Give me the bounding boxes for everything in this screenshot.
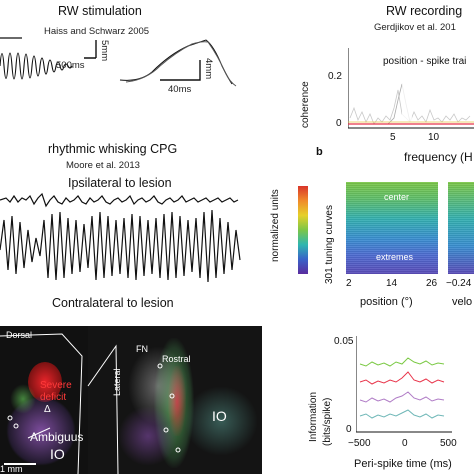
scale-label-5mm: 5mm — [99, 40, 110, 62]
velocity-xtick-neg: −0.24 — [446, 278, 472, 289]
cpg-traces — [0, 192, 241, 283]
tuning-heatmap-position — [346, 182, 438, 274]
anatomy-blob-teal — [184, 386, 258, 456]
coherence-ytick-0.2: 0.2 — [328, 71, 342, 82]
anatomy-marker — [13, 423, 19, 429]
scale-label-500ms: 500ms — [56, 60, 85, 71]
position-xtick-14: 14 — [386, 278, 398, 289]
coherence-ytick-0: 0 — [336, 118, 342, 129]
label-io-right: IO — [212, 408, 227, 424]
coherence-plot — [348, 48, 474, 129]
stimulus-curve-1 — [119, 39, 233, 85]
label-io-left: IO — [50, 446, 65, 462]
extremes-label: extremes — [376, 252, 414, 262]
info-axis — [356, 336, 452, 433]
lateral-outline — [87, 344, 119, 474]
info-ylabel-1: Information — [308, 391, 319, 442]
ambiguus-line — [27, 427, 51, 439]
info-xtick-neg500: −500 — [348, 438, 371, 449]
info-trace-purple — [359, 391, 445, 403]
label-delta: Δ — [44, 404, 51, 415]
info-ytick-0.05: 0.05 — [334, 336, 354, 347]
colorbar-label: normalized units — [270, 189, 281, 262]
whisker-oscillation-trace — [0, 52, 73, 80]
label-severe: Severe — [40, 380, 72, 391]
info-trace-teal — [359, 409, 445, 419]
rw-recording-title: RW recording — [386, 4, 463, 18]
position-xtick-26: 26 — [426, 278, 438, 289]
coherence-axis — [348, 48, 474, 129]
whisking-cpg-citation: Moore et al. 2013 — [66, 160, 140, 171]
coherence-legend: position - spike trai — [383, 56, 467, 67]
info-xtick-0: 0 — [402, 438, 408, 449]
info-ylabel-2: (bits/spike) — [322, 397, 333, 446]
coherence-xtick-5: 5 — [390, 132, 396, 143]
label-scale-1mm: 1 mm — [0, 464, 23, 474]
velocity-xlabel: velo — [452, 296, 473, 308]
tuning-curves-ylabel: 301 tuning curves — [324, 205, 335, 284]
info-xlabel: Peri-spike time (ms) — [354, 458, 452, 470]
info-trace-red — [359, 371, 445, 385]
rw-stimulation-traces — [0, 37, 237, 87]
whisking-cpg-title: rhythmic whisking CPG — [48, 142, 178, 156]
scale-label-4mm: 4mm — [203, 58, 214, 80]
center-label: center — [384, 192, 410, 202]
coherence-peak-fill — [402, 84, 412, 124]
contralateral-trace — [0, 209, 241, 283]
info-ytick-0: 0 — [346, 424, 352, 435]
label-rostral: Rostral — [162, 354, 191, 364]
information-plot — [356, 336, 452, 433]
stimulus-curve-2 — [125, 41, 237, 87]
contralateral-label: Contralateral to lesion — [52, 296, 174, 310]
panel-letter-b: b — [316, 146, 323, 158]
anatomy-marker — [7, 415, 13, 421]
scale-label-40ms: 40ms — [168, 84, 192, 95]
rw-recording-citation: Gerdjikov et al. 201 — [374, 22, 456, 33]
label-dorsal: Dorsal — [6, 330, 33, 340]
scale-bar-5mm — [84, 40, 97, 59]
label-fn: FN — [136, 344, 148, 354]
info-xtick-500: 500 — [440, 438, 457, 449]
anatomy-outlines — [0, 333, 181, 474]
coherence-xlabel: frequency (H — [404, 150, 473, 164]
position-xtick-2: 2 — [346, 278, 352, 289]
ipsilateral-trace — [0, 192, 239, 208]
label-deficit: deficit — [40, 392, 67, 403]
scale-bar-4mm-40ms — [160, 60, 201, 81]
position-xlabel: position (°) — [360, 296, 413, 308]
colorbar — [298, 186, 308, 274]
anatomy-blob-green — [10, 384, 36, 414]
coherence-xtick-10: 10 — [428, 132, 440, 143]
label-lateral: Lateral — [112, 368, 122, 396]
anatomy-marker — [175, 447, 181, 453]
info-trace-green — [359, 357, 445, 367]
rw-stimulation-citation: Haiss and Schwarz 2005 — [44, 26, 150, 37]
anatomy-marker — [163, 427, 169, 433]
dorsal-outline — [0, 333, 83, 474]
anatomy-marker — [157, 363, 163, 369]
anatomy-blob-violet — [118, 406, 178, 466]
tuning-heatmap-velocity — [448, 182, 474, 274]
coherence-ylabel: coherence — [300, 81, 311, 128]
anatomy-marker — [169, 393, 175, 399]
anatomy-image-left — [0, 326, 88, 474]
ipsilateral-label: Ipsilateral to lesion — [68, 176, 172, 190]
rw-stimulation-title: RW stimulation — [58, 4, 142, 18]
anatomy-image-middle — [88, 326, 262, 474]
label-ambiguus: Ambiguus — [30, 430, 84, 444]
